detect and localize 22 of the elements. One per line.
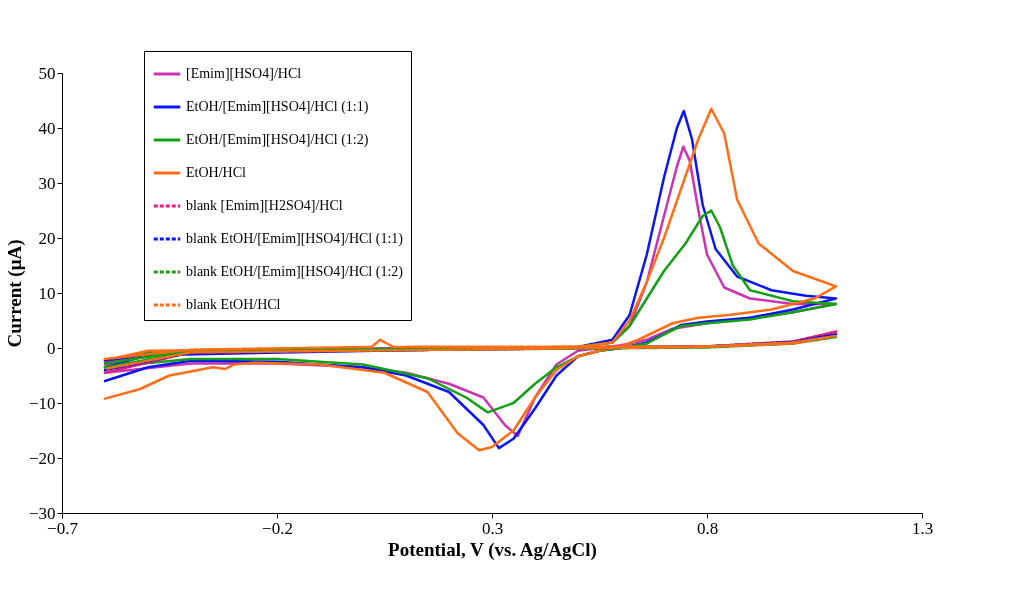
y-tick-label: 50 xyxy=(38,63,56,83)
x-tick-label: 0.8 xyxy=(696,518,719,538)
y-tick-label: 30 xyxy=(38,173,56,193)
legend-label: EtOH/[Emim][HSO4]/HCl (1:1) xyxy=(186,99,369,115)
legend-label: blank EtOH/HCl xyxy=(186,297,281,312)
x-tick-label: 0.3 xyxy=(481,518,504,538)
y-tick-label: 40 xyxy=(38,118,56,138)
legend-label: blank [Emim][H2SO4]/HCl xyxy=(186,198,343,213)
x-axis-title: Potential, V (vs. Ag/AgCl) xyxy=(388,538,597,561)
legend-label: [Emim][HSO4]/HCl xyxy=(186,66,302,81)
legend-label: blank EtOH/[Emim][HSO4]/HCl (1:2) xyxy=(186,264,404,280)
legend-label: EtOH/[Emim][HSO4]/HCl (1:2) xyxy=(186,132,369,148)
legend-label: blank EtOH/[Emim][HSO4]/HCl (1:1) xyxy=(186,231,404,247)
y-tick-label: 10 xyxy=(38,283,56,303)
x-tick-label: 1.3 xyxy=(911,518,934,538)
y-axis-title: Current (μA) xyxy=(3,239,26,348)
y-tick-label: 0 xyxy=(47,338,56,358)
y-tick-label: −10 xyxy=(28,393,56,413)
y-tick-label: −20 xyxy=(28,448,56,468)
legend-label: EtOH/HCl xyxy=(186,165,246,180)
y-tick-label: 20 xyxy=(38,228,56,248)
x-tick-label: −0.2 xyxy=(262,518,293,538)
